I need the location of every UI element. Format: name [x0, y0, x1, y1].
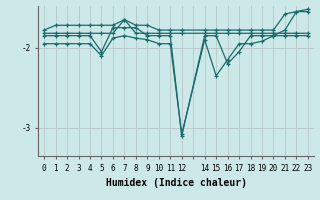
X-axis label: Humidex (Indice chaleur): Humidex (Indice chaleur) — [106, 178, 246, 188]
